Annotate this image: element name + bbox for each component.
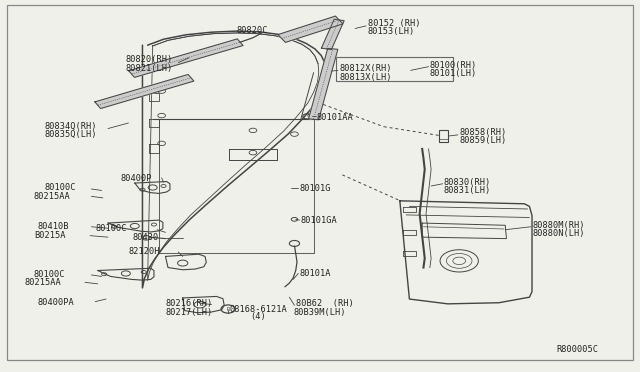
Text: 80813X(LH): 80813X(LH) bbox=[339, 73, 392, 81]
Polygon shape bbox=[321, 19, 344, 49]
Text: 80834Q(RH): 80834Q(RH) bbox=[44, 122, 97, 131]
Text: 80812X(RH): 80812X(RH) bbox=[339, 64, 392, 73]
Text: (4): (4) bbox=[250, 312, 266, 321]
Text: 08168-6121A: 08168-6121A bbox=[229, 305, 287, 314]
Text: 80100(RH): 80100(RH) bbox=[430, 61, 477, 70]
Text: 80820(RH): 80820(RH) bbox=[125, 55, 172, 64]
Text: 80430: 80430 bbox=[132, 233, 159, 243]
Text: 80100C: 80100C bbox=[34, 270, 65, 279]
Text: 80859(LH): 80859(LH) bbox=[460, 136, 506, 145]
Polygon shape bbox=[129, 39, 243, 77]
Polygon shape bbox=[308, 48, 338, 120]
Text: 80831(LH): 80831(LH) bbox=[444, 186, 491, 195]
Text: 80152 (RH): 80152 (RH) bbox=[368, 19, 420, 28]
Text: 80400PA: 80400PA bbox=[38, 298, 74, 307]
Polygon shape bbox=[278, 16, 343, 42]
Bar bbox=[439, 130, 448, 142]
Text: B0215A: B0215A bbox=[34, 231, 65, 240]
Text: R: R bbox=[227, 307, 230, 311]
Text: 80400P: 80400P bbox=[121, 174, 152, 183]
Text: 80101GA: 80101GA bbox=[301, 217, 337, 225]
Text: 80101(LH): 80101(LH) bbox=[430, 69, 477, 78]
Text: 80880N(LH): 80880N(LH) bbox=[532, 229, 584, 238]
Text: 80821(LH): 80821(LH) bbox=[125, 64, 172, 73]
Text: 80101AA: 80101AA bbox=[317, 113, 353, 122]
Text: 80101G: 80101G bbox=[300, 184, 331, 193]
Text: 80835Q(LH): 80835Q(LH) bbox=[44, 130, 97, 140]
Text: 80B39M(LH): 80B39M(LH) bbox=[293, 308, 346, 317]
Polygon shape bbox=[95, 74, 194, 109]
Text: 80410B: 80410B bbox=[38, 221, 69, 231]
Text: 80858(RH): 80858(RH) bbox=[460, 128, 506, 137]
Text: 80B62  (RH): 80B62 (RH) bbox=[296, 299, 353, 308]
Text: 80820C: 80820C bbox=[237, 26, 269, 35]
Text: 80100C: 80100C bbox=[44, 183, 76, 192]
Text: 82120H: 82120H bbox=[129, 247, 160, 256]
Text: 80880M(RH): 80880M(RH) bbox=[532, 221, 584, 230]
Text: 80153(LH): 80153(LH) bbox=[368, 27, 415, 36]
Text: 80101A: 80101A bbox=[300, 269, 331, 278]
Text: 80100C: 80100C bbox=[95, 224, 127, 234]
Text: 80215AA: 80215AA bbox=[25, 278, 61, 287]
Text: 80215AA: 80215AA bbox=[34, 192, 70, 201]
Text: 80217(LH): 80217(LH) bbox=[166, 308, 212, 317]
Text: R800005C: R800005C bbox=[556, 345, 598, 354]
Text: 80830(RH): 80830(RH) bbox=[444, 178, 491, 187]
Text: 80216(RH): 80216(RH) bbox=[166, 299, 212, 308]
